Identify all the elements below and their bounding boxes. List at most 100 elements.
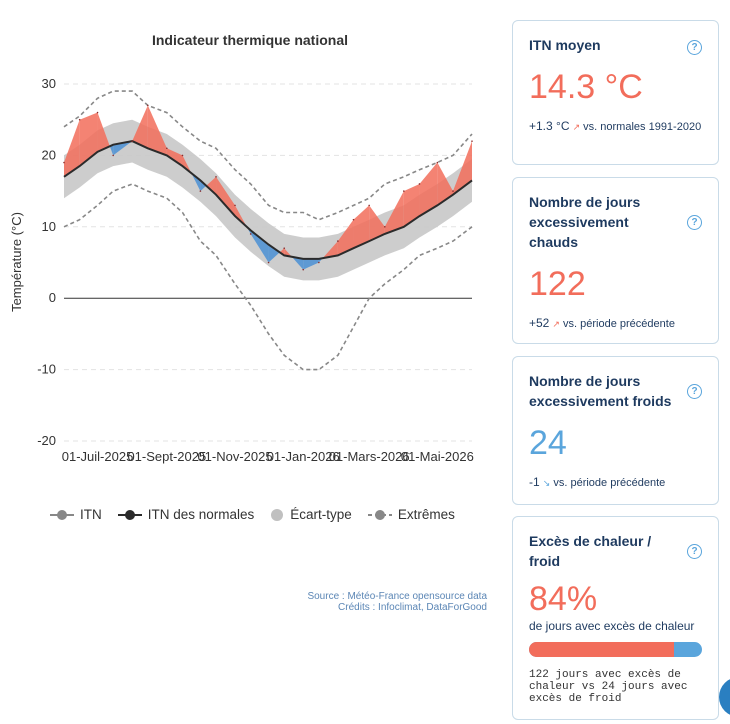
heat-anomaly	[369, 205, 385, 242]
x-tick-label: 01-Sept-2025	[127, 449, 206, 464]
legend-item-extremes[interactable]: Extrêmes	[367, 507, 455, 522]
heat-anomaly	[166, 148, 183, 167]
heat-anomaly	[419, 162, 438, 217]
legend-symbol-ecart-type	[271, 508, 284, 521]
heat-anomaly	[97, 112, 110, 152]
itn-point	[215, 176, 217, 178]
legend-symbol-itn	[50, 509, 74, 520]
source-line: Source : Météo-France opensource data	[307, 591, 487, 602]
extremes-upper-line	[63, 90, 473, 221]
itn-point	[337, 240, 339, 242]
legend-item-normales[interactable]: ITN des normales	[117, 507, 255, 522]
heat-anomaly	[337, 219, 354, 256]
itn-point	[302, 268, 305, 271]
legend-label-extremes: Extrêmes	[397, 507, 455, 522]
cold-anomaly	[191, 173, 201, 192]
heat-anomaly	[384, 191, 404, 234]
itn-point	[249, 233, 252, 235]
heat-ratio-fill	[529, 642, 675, 657]
cold-anomaly	[250, 230, 269, 263]
itn-point	[131, 140, 133, 142]
legend-item-ecart-type[interactable]: Écart-type	[270, 507, 352, 522]
source-credits: Source : Météo-France opensource data Cr…	[240, 591, 487, 613]
chart-title: Indicateur thermique national	[152, 32, 348, 48]
delta-text: vs. période précédente	[563, 318, 675, 330]
legend-item-itn[interactable]: ITN	[50, 507, 102, 522]
delta-value: +52	[529, 316, 550, 330]
help-icon[interactable]: ?	[687, 384, 702, 399]
card-title: Excès de chaleur / froid	[529, 533, 652, 569]
cold-anomaly	[291, 256, 304, 270]
legend-label-ecart-type: Écart-type	[290, 507, 352, 522]
heat-anomaly	[147, 105, 167, 156]
y-tick-label: 30	[42, 76, 56, 91]
card-value: 122	[529, 265, 586, 303]
help-icon[interactable]: ?	[687, 40, 702, 55]
x-tick-label: 01-Mars-2026	[329, 449, 410, 464]
itn-point	[234, 204, 236, 207]
card-itn-moyen: ITN moyen ? 14.3 °C +1.3 °C ↗ vs. normal…	[512, 20, 719, 165]
heat-anomaly	[206, 176, 217, 195]
card-jours-chauds: Nombre de jours excessivement chauds ? 1…	[512, 177, 719, 344]
itn-point	[199, 190, 202, 192]
chart-area: Indicateur thermique national 30 20 10 0 -10…	[9, 32, 487, 613]
cold-anomaly	[303, 258, 319, 270]
heat-anomaly	[452, 141, 472, 195]
itn-point	[471, 140, 473, 142]
itn-point	[368, 204, 370, 207]
series-lines	[63, 90, 473, 371]
heat-cold-ratio-bar	[529, 642, 702, 657]
help-icon[interactable]: ?	[687, 544, 702, 559]
card-delta: +52 ↗ vs. période précédente	[529, 316, 702, 332]
itn-point	[436, 161, 439, 164]
y-tick-label: 20	[42, 147, 56, 162]
extremes-lower-line	[63, 183, 473, 371]
y-tick-label: 0	[49, 290, 56, 305]
itn-point	[318, 261, 320, 264]
itn-point	[403, 190, 405, 192]
itn-point	[452, 190, 454, 192]
itn-point	[147, 104, 149, 107]
card-title: Nombre de jours excessivement chauds	[529, 194, 641, 250]
temperature-chart: Indicateur thermique national 30 20 10 0 -10…	[9, 32, 474, 464]
arrow-up-right-icon: ↗	[572, 122, 581, 132]
delta-value: +1.3 °C	[529, 119, 570, 133]
card-value: 24	[529, 424, 567, 462]
card-title: Nombre de jours excessivement froids	[529, 373, 672, 409]
itn-point	[418, 183, 421, 185]
itn-point	[384, 226, 386, 228]
delta-value: -1	[529, 475, 540, 489]
x-tick-label: 01-Nov-2025	[197, 449, 272, 464]
heat-anomaly	[216, 176, 236, 217]
itn-point	[283, 247, 286, 250]
card-value: 84%	[529, 580, 598, 618]
card-value: 14.3 °C	[529, 68, 643, 106]
cold-anomaly	[268, 244, 280, 263]
itn-point	[112, 154, 114, 157]
itn-point	[181, 154, 184, 157]
x-tick-label: 01-Jan-2026	[267, 449, 340, 464]
delta-text: vs. normales 1991-2020	[583, 121, 702, 133]
arrow-down-right-icon: ↘	[542, 478, 551, 488]
card-jours-froids: Nombre de jours excessivement froids ? 2…	[512, 356, 719, 505]
card-caption: de jours avec excès de chaleur	[529, 619, 695, 633]
card-exces-chaleur-froid: Excès de chaleur / froid ? 84% de jours …	[512, 516, 719, 720]
floating-action-button[interactable]	[719, 677, 730, 717]
card-title: ITN moyen	[529, 37, 601, 53]
itn-point	[96, 111, 99, 114]
y-tick-label: 10	[42, 219, 56, 234]
legend-label-normales: ITN des normales	[147, 507, 255, 522]
itn-point	[352, 218, 355, 221]
help-icon[interactable]: ?	[687, 215, 702, 230]
x-tick-label: 01-Juil-2025	[62, 449, 134, 464]
itn-point	[267, 261, 270, 264]
axes: 3020100-10-2001-Juil-202501-Sept-202501-…	[37, 76, 474, 464]
delta-text: vs. période précédente	[553, 477, 666, 489]
credits-line: Crédits : Infoclimat, DataForGood	[338, 602, 487, 613]
card-detail: 122 jours avec excès de chaleur vs 24 jo…	[529, 669, 688, 705]
itn-point	[78, 118, 81, 121]
heat-anomaly	[403, 183, 420, 227]
arrow-up-right-icon: ↗	[552, 319, 560, 329]
legend-symbol-normales	[117, 509, 142, 520]
heat-anomaly	[235, 205, 247, 227]
